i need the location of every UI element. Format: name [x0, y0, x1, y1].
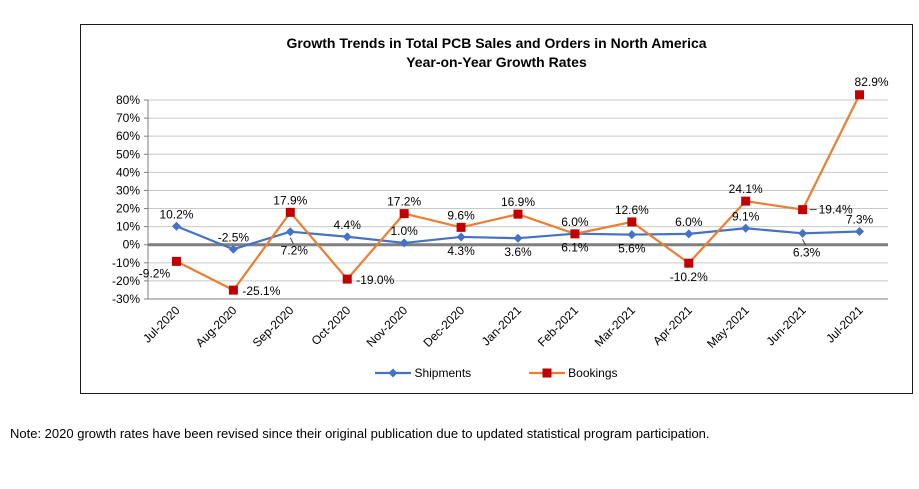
marker-bookings	[285, 207, 295, 217]
data-label-shipments: 4.3%	[447, 244, 475, 258]
line-chart: -30% -20% -10% 0% 10% 20% 30% 40% 50% 60% 70% 80% Ju…	[112, 75, 889, 351]
marker-shipments	[684, 229, 694, 239]
marker-shipments	[171, 221, 181, 231]
note-text: Note: 2020 growth rates have been revise…	[10, 426, 710, 441]
data-label-bookings: -10.2%	[670, 270, 708, 284]
marker-bookings	[798, 205, 808, 215]
marker-shipments	[342, 232, 352, 242]
data-label-bookings: 82.9%	[855, 75, 889, 89]
marker-bookings	[570, 229, 580, 239]
data-label-shipments: 7.3%	[846, 213, 874, 227]
data-label-bookings: 12.6%	[615, 203, 649, 217]
label-leader	[289, 237, 294, 244]
marker-shipments	[741, 223, 751, 233]
data-label-shipments: 6.0%	[675, 215, 703, 229]
x-axis-label: Jul-2020	[140, 303, 183, 346]
data-label-shipments: 4.4%	[334, 218, 362, 232]
bookings-line-square-icon	[529, 368, 566, 378]
chart-title: Growth Trends in Total PCB Sales and Ord…	[81, 34, 912, 72]
data-label-bookings: -25.1%	[242, 284, 280, 298]
x-axis-label: Oct-2020	[309, 303, 354, 348]
data-label-shipments: 7.2%	[281, 244, 309, 258]
chart-title-line1: Growth Trends in Total PCB Sales and Ord…	[286, 35, 707, 51]
marker-bookings	[171, 256, 181, 266]
marker-bookings	[855, 90, 865, 100]
marker-shipments	[228, 244, 238, 254]
data-label-bookings: 17.9%	[273, 193, 307, 207]
marker-shipments	[855, 227, 865, 237]
y-tick-label: -30%	[112, 292, 140, 306]
y-tick-label: -20%	[112, 274, 140, 288]
legend-label-bookings: Bookings	[568, 366, 618, 380]
data-label-shipments: 6.3%	[793, 245, 821, 259]
x-axis-label: Sep-2020	[250, 303, 297, 350]
marker-shipments	[285, 227, 295, 237]
data-label-bookings: -19.0%	[356, 273, 394, 287]
y-tick-label: 60%	[116, 129, 140, 143]
x-axis-label: Dec-2020	[421, 303, 468, 350]
data-label-shipments: 9.1%	[732, 209, 760, 223]
legend: Shipments Bookings	[81, 366, 912, 380]
marker-shipments	[399, 238, 409, 248]
y-tick-label: 0%	[123, 238, 141, 252]
y-tick-label: 70%	[116, 111, 140, 125]
chart-title-line2: Year-on-Year Growth Rates	[406, 54, 587, 70]
data-label-bookings: 17.2%	[387, 195, 421, 209]
y-tick-label: 40%	[116, 165, 140, 179]
x-axis-label: Jun-2021	[763, 303, 809, 349]
label-leader	[802, 239, 807, 246]
marker-shipments	[456, 232, 466, 242]
shipments-line-diamond-icon	[375, 368, 412, 378]
marker-shipments	[798, 228, 808, 238]
marker-bookings	[399, 209, 409, 219]
x-axis-label: Feb-2021	[535, 303, 581, 349]
y-tick-label: 30%	[116, 183, 140, 197]
legend-item-shipments: Shipments	[375, 366, 471, 380]
marker-bookings	[228, 285, 238, 295]
data-label-shipments: 5.6%	[618, 242, 646, 256]
chart-container: Growth Trends in Total PCB Sales and Ord…	[80, 24, 913, 394]
x-axis-label: Nov-2020	[364, 303, 411, 350]
x-axis-label: Aug-2020	[193, 303, 240, 350]
y-tick-label: -10%	[112, 256, 140, 270]
data-label-bookings: 24.1%	[729, 182, 763, 196]
data-label-bookings: 19.4%	[819, 203, 853, 217]
marker-bookings	[456, 222, 466, 232]
data-label-bookings: 16.9%	[501, 195, 535, 209]
data-label-shipments: 3.6%	[504, 245, 532, 259]
data-label-bookings: 9.6%	[447, 208, 475, 222]
marker-shipments	[627, 230, 637, 240]
data-label-shipments: -2.5%	[218, 230, 250, 244]
x-axis-label: Apr-2021	[650, 303, 695, 348]
marker-bookings	[684, 258, 694, 268]
marker-shipments	[513, 233, 523, 243]
legend-item-bookings: Bookings	[529, 366, 618, 380]
data-label-shipments: 6.1%	[561, 241, 589, 255]
data-label-bookings: 6.0%	[561, 215, 589, 229]
legend-label-shipments: Shipments	[414, 366, 472, 380]
marker-bookings	[627, 217, 637, 227]
y-tick-label: 20%	[116, 202, 140, 216]
y-tick-label: 50%	[116, 147, 140, 161]
x-axis-label: Jul-2021	[823, 303, 866, 346]
data-label-shipments: 1.0%	[390, 224, 418, 238]
y-tick-label: 10%	[116, 220, 140, 234]
x-axis-label: Mar-2021	[592, 303, 638, 349]
x-axis-label: May-2021	[704, 303, 752, 351]
y-tick-label: 80%	[116, 93, 140, 107]
marker-bookings	[513, 209, 523, 219]
x-axis-label: Jan-2021	[479, 303, 525, 349]
marker-bookings	[342, 274, 352, 284]
marker-bookings	[741, 196, 751, 206]
data-label-bookings: -9.2%	[139, 266, 171, 280]
data-label-shipments: 10.2%	[159, 207, 193, 221]
